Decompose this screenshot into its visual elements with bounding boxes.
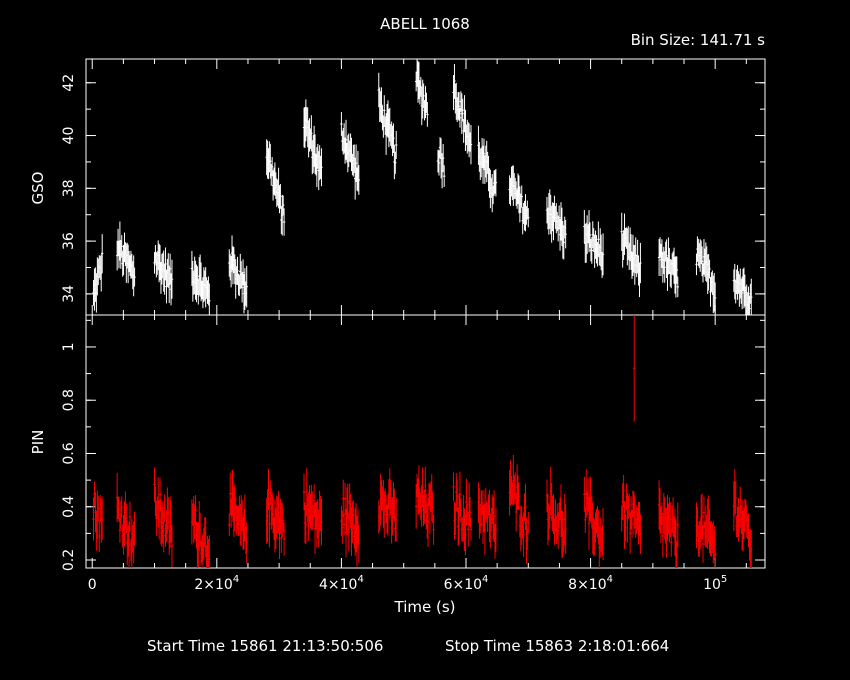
y-tick-label: 0.6 [61,442,77,464]
x-tick-label: 2×104 [194,574,239,593]
y-tick-label: 42 [61,74,77,92]
pin-panel: 0.2 0.4 0.6 0.8 1 [61,314,766,571]
y-tick-label: 34 [61,285,77,303]
y-tick-label: 0.8 [61,389,77,411]
pin-y-axis-label: PIN [29,430,47,455]
bin-size-label: Bin Size: 141.71 s [631,31,766,49]
gso-y-axis-label: GSO [29,172,47,205]
x-tick-label: 8×104 [568,574,613,593]
y-tick-label: 1 [61,342,77,351]
y-tick-label: 40 [61,127,77,145]
y-tick-label: 0.4 [61,496,77,518]
y-tick-label: 0.2 [61,549,77,571]
y-tick-label: 38 [61,179,77,197]
start-time-label: Start Time 15861 21:13:50:506 [147,637,383,655]
x-tick-label: 0 [88,577,97,593]
chart-title: ABELL 1068 [380,15,470,33]
y-tick-label: 36 [61,232,77,250]
x-axis-label: Time (s) [394,598,456,616]
gso-panel: 34 36 38 40 42 [61,58,766,316]
x-tick-label: 4×104 [319,574,364,593]
panel-frame [85,314,766,569]
x-tick-label: 6×104 [444,574,489,593]
x-tick-label: 105 [703,574,727,593]
x-axis-tick-labels: 0 2×104 4×104 6×104 8×104 105 [88,574,727,593]
stop-time-label: Stop Time 15863 2:18:01:664 [445,637,669,655]
